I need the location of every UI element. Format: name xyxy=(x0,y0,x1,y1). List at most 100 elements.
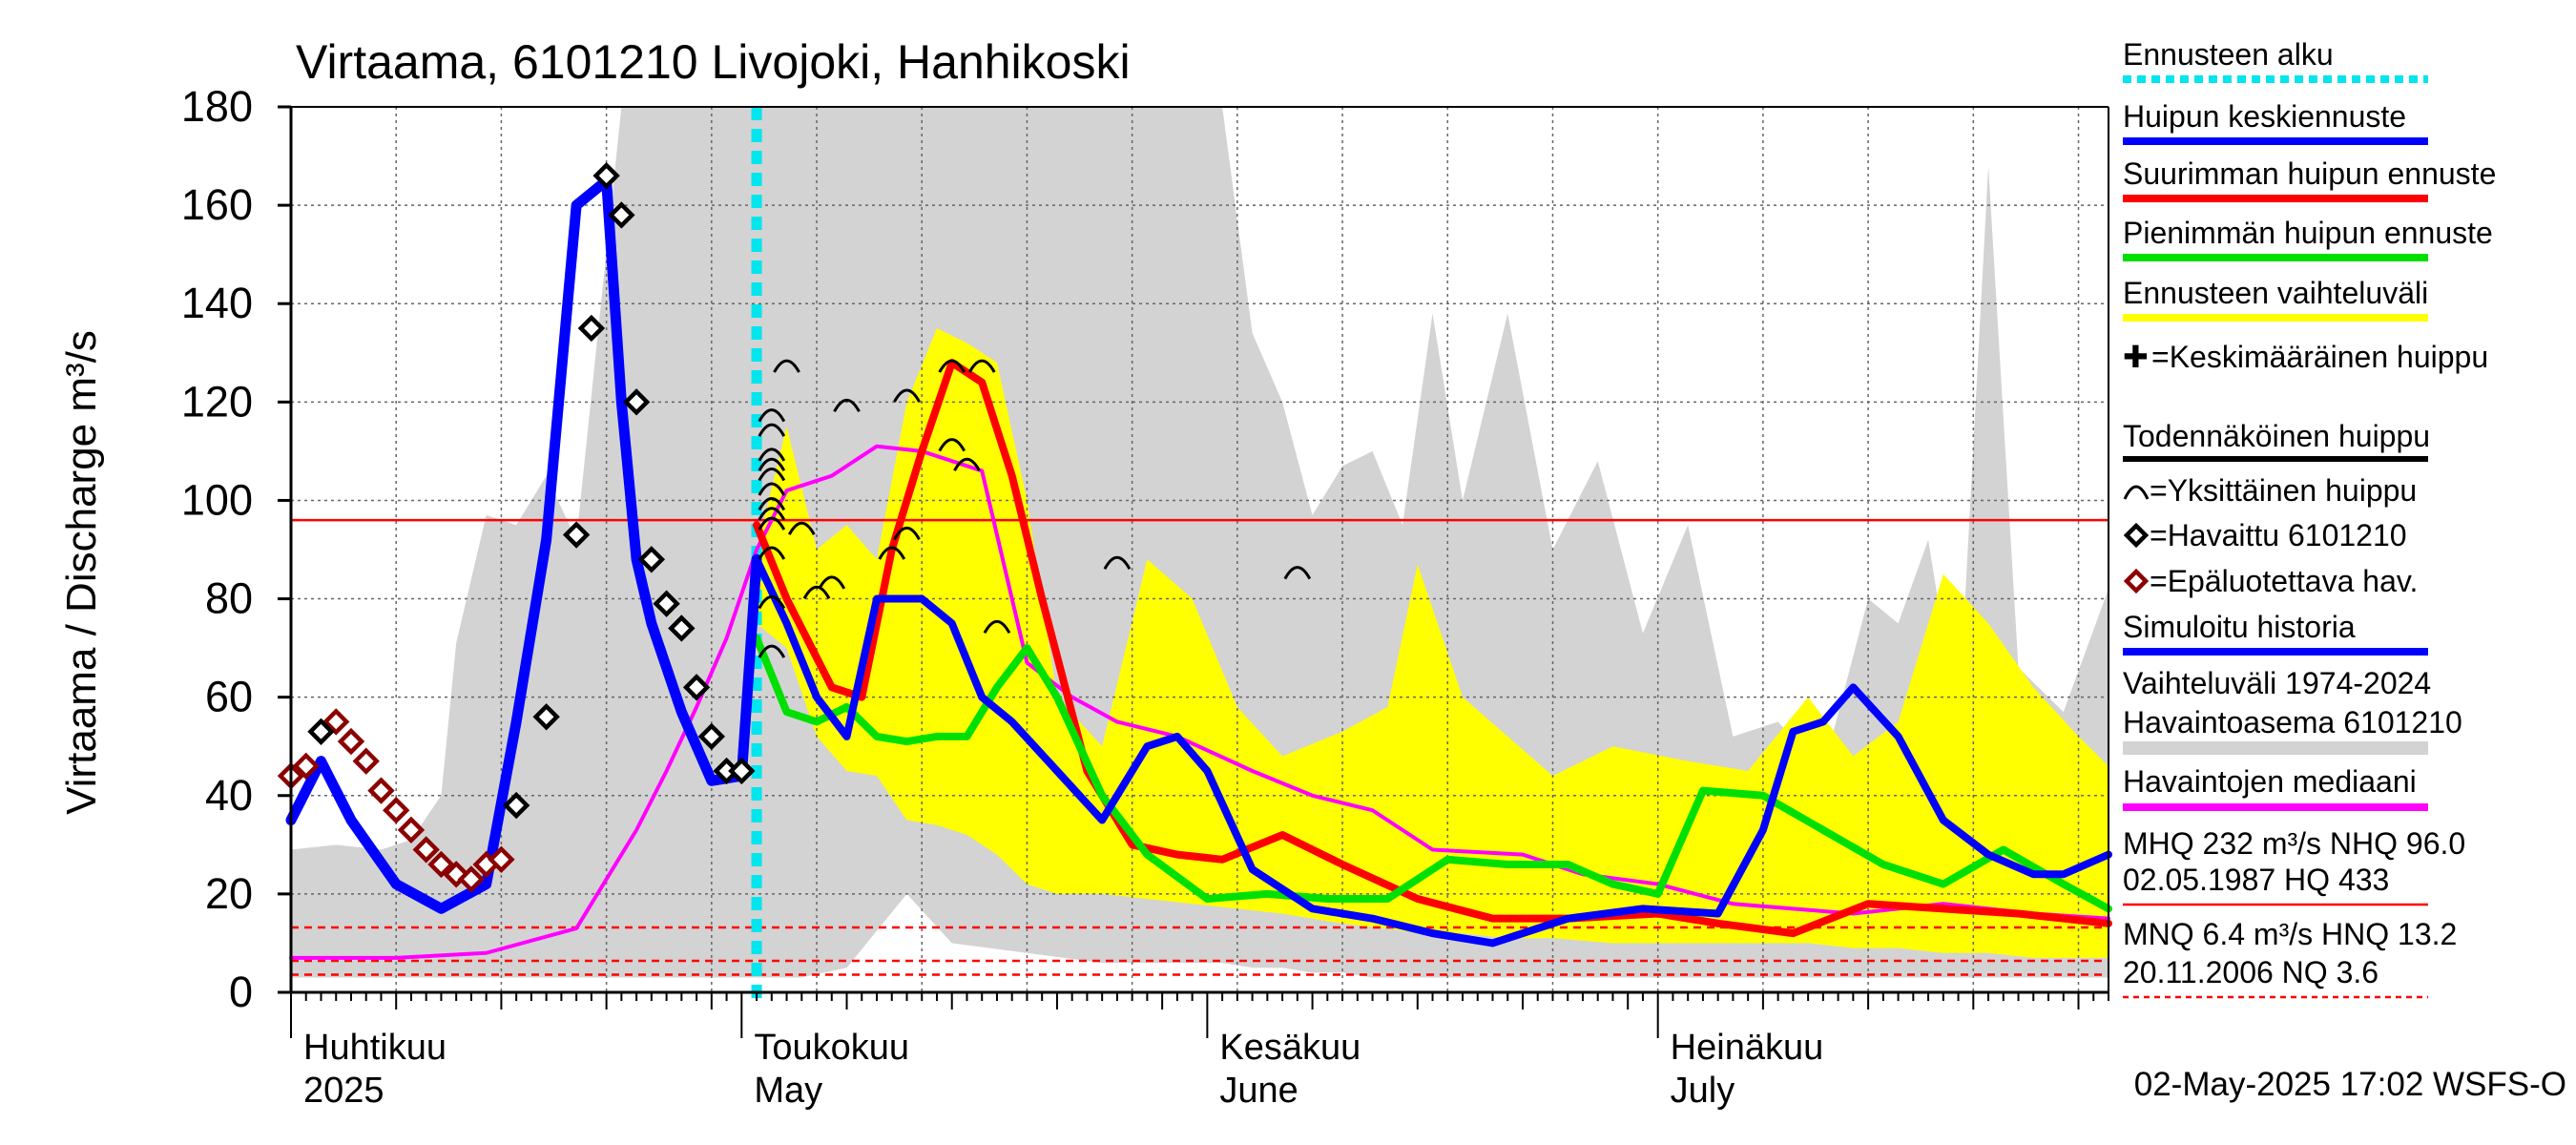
legend-item-20-11-2006-nq-3-6: 20.11.2006 NQ 3.6 xyxy=(2123,955,2379,989)
unreliable-observation-marker xyxy=(367,777,395,804)
x-month-label-fi: Toukokuu xyxy=(754,1028,909,1068)
observed-marker xyxy=(697,722,726,751)
single-peak-marker xyxy=(758,516,786,531)
single-peak-marker xyxy=(893,388,921,403)
single-peak-marker xyxy=(893,526,921,541)
single-peak-marker xyxy=(787,521,816,535)
single-peak-marker xyxy=(758,457,786,471)
unreliable-observation-marker xyxy=(292,752,320,781)
legend: Ennusteen alku Huipun keskiennuste Suurimm… xyxy=(2123,37,2496,999)
x-month-label-fi: Huhtikuu xyxy=(303,1028,447,1068)
x-month-label-en: May xyxy=(754,1071,822,1111)
y-tick-label: 100 xyxy=(181,475,253,524)
plus-icon: ✚ xyxy=(2123,340,2149,374)
legend-item-epa-luotettava-hav: =Epäluotettava hav. xyxy=(2150,564,2418,598)
observed-marker xyxy=(532,703,560,731)
y-tick-label: 120 xyxy=(181,377,253,426)
legend-item-keskima-a-ra-inen-huippu: =Keskimääräinen huippu xyxy=(2151,340,2488,374)
legend-item-havaintoasema-6101210: Havaintoasema 6101210 xyxy=(2123,705,2462,739)
unreliable-observation-marker xyxy=(322,708,350,736)
legend-item-simuloitu-historia: Simuloitu historia xyxy=(2123,610,2356,644)
observed-marker xyxy=(668,614,696,642)
diamond-icon xyxy=(2123,522,2150,549)
single-peak-marker xyxy=(758,482,786,496)
single-peak-marker xyxy=(758,448,786,462)
diamond-icon xyxy=(2123,568,2150,594)
legend-item-pienimma-n-huipun-ennuste: Pienimmän huipun ennuste xyxy=(2123,216,2493,250)
observed-marker xyxy=(682,674,711,701)
y-tick-label: 20 xyxy=(205,869,253,918)
y-axis-label: Virtaama / Discharge m³/s xyxy=(58,330,105,815)
single-peak-marker xyxy=(1103,555,1132,571)
x-month-label-en: 2025 xyxy=(303,1071,384,1111)
unreliable-observation-marker xyxy=(488,845,515,873)
y-tick-label: 160 xyxy=(181,180,253,229)
x-month-label-en: July xyxy=(1671,1071,1735,1111)
single-peak-marker xyxy=(802,585,831,599)
unreliable-observation-marker xyxy=(352,747,380,775)
unreliable-observation-marker xyxy=(397,816,426,844)
unreliable-observation-marker xyxy=(457,865,486,893)
x-month-label-fi: Heinäkuu xyxy=(1671,1028,1824,1068)
legend-item-mhq-232-m-s-nhq-96-0: MHQ 232 m³/s NHQ 96.0 xyxy=(2123,826,2465,861)
single-peak-marker xyxy=(758,423,786,437)
observed-marker xyxy=(728,757,756,785)
unreliable-observation-marker xyxy=(337,727,365,756)
single-peak-marker xyxy=(953,457,981,471)
markers-layer xyxy=(277,161,1312,893)
legend-item-yksitta-inen-huippu: =Yksittäinen huippu xyxy=(2150,473,2417,508)
peak-arc-icon xyxy=(2123,485,2150,500)
footer-timestamp: 02-May-2025 17:02 WSFS-O xyxy=(2134,1066,2566,1103)
observed-marker xyxy=(562,521,591,549)
series-lines-layer xyxy=(285,175,2112,960)
single-peak-marker xyxy=(1283,566,1312,580)
single-peak-marker xyxy=(878,546,906,560)
y-tick-label: 180 xyxy=(181,82,253,131)
observed-marker xyxy=(577,314,606,343)
unreliable-observation-marker xyxy=(383,797,410,824)
single-peak-marker xyxy=(983,619,1011,635)
y-tick-label: 80 xyxy=(205,574,253,623)
legend-item-havaintojen-mediaani: Havaintojen mediaani xyxy=(2123,764,2417,799)
observed-marker xyxy=(637,546,666,573)
y-tick-label: 40 xyxy=(205,771,253,820)
legend-item-02-05-1987-hq-433: 02.05.1987 HQ 433 xyxy=(2123,863,2389,897)
observed-marker xyxy=(502,791,530,820)
observed-marker xyxy=(608,201,635,229)
x-month-label-fi: Kesäkuu xyxy=(1219,1028,1361,1068)
single-peak-marker xyxy=(938,359,966,373)
y-tick-label: 60 xyxy=(205,673,253,721)
y-tick-label: 140 xyxy=(181,279,253,327)
single-peak-marker xyxy=(818,575,846,590)
single-peak-marker xyxy=(758,496,786,511)
unreliable-observation-marker xyxy=(412,836,440,864)
x-month-label-en: June xyxy=(1219,1071,1298,1111)
single-peak-marker xyxy=(758,468,786,482)
legend-item-ennusteen-vaihteluva-li: Ennusteen vaihteluväli xyxy=(2123,276,2428,310)
legend-item-ennusteen-alku: Ennusteen alku xyxy=(2123,37,2334,72)
unreliable-observation-marker xyxy=(427,850,455,879)
single-peak-marker xyxy=(758,507,786,521)
legend-item-vaihteluva-li-1974-2024: Vaihteluväli 1974-2024 xyxy=(2123,666,2431,700)
observed-marker xyxy=(307,718,335,745)
series-huipun-keskiennuste xyxy=(753,555,2112,947)
series-simuloitu-historia xyxy=(285,175,762,914)
legend-item-havaittu-6101210: =Havaittu 6101210 xyxy=(2150,518,2407,552)
single-peak-marker xyxy=(938,438,966,452)
y-tick-label: 0 xyxy=(229,968,253,1016)
single-peak-marker xyxy=(758,595,786,610)
single-peak-marker xyxy=(773,359,800,373)
chart-title: Virtaama, 6101210 Livojoki, Hanhikoski xyxy=(296,35,1131,89)
single-peak-marker xyxy=(758,408,786,423)
observed-marker xyxy=(592,161,620,190)
legend-item-mnq-6-4-m-s-hnq-13-2: MNQ 6.4 m³/s HNQ 13.2 xyxy=(2123,917,2457,951)
legend-item-suurimman-huipun-ennuste: Suurimman huipun ennuste xyxy=(2123,156,2496,191)
legend-item-todenna-ko-inen-huippu: Todennäköinen huippu xyxy=(2123,419,2430,453)
series-havaintojen-mediaani xyxy=(289,444,2110,960)
observed-marker xyxy=(622,388,651,416)
single-peak-marker xyxy=(967,359,996,373)
single-peak-marker xyxy=(758,644,786,658)
observed-marker xyxy=(653,590,680,617)
